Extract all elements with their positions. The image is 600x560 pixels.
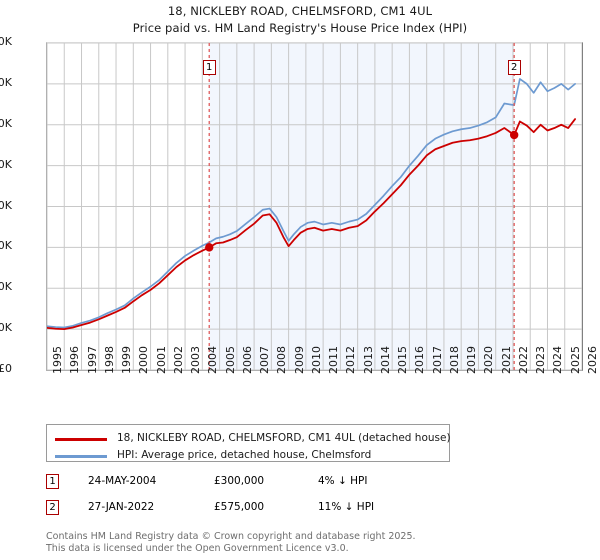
legend-swatch — [55, 438, 107, 441]
row-date: 24-MAY-2004 — [88, 475, 157, 487]
legend-label: HPI: Average price, detached house, Chel… — [117, 449, 372, 461]
row-marker-number: 2 — [46, 500, 59, 515]
x-axis-tick-label: 2024 — [551, 346, 565, 374]
page-title: 18, NICKLEBY ROAD, CHELMSFORD, CM1 4UL — [167, 4, 433, 18]
x-axis-tick-label: 2003 — [189, 346, 203, 374]
x-axis-tick-label: 2006 — [240, 346, 254, 374]
x-axis-tick-label: 2004 — [206, 346, 220, 374]
footer-line-2: This data is licensed under the Open Gov… — [46, 542, 349, 554]
legend-label: 18, NICKLEBY ROAD, CHELMSFORD, CM1 4UL (… — [117, 432, 451, 444]
x-axis-tick-label: 2016 — [413, 346, 427, 374]
x-axis-tick-label: 2002 — [171, 346, 185, 374]
chart-legend: 18, NICKLEBY ROAD, CHELMSFORD, CM1 4UL (… — [46, 424, 451, 462]
plot-area — [46, 42, 583, 371]
x-axis-tick-label: 2009 — [292, 346, 306, 374]
transactions-table: 1 24-MAY-2004 £300,000 4% ↓ HPI 2 27-JAN-2022… — [46, 472, 450, 524]
table-row[interactable]: 1 24-MAY-2004 £300,000 4% ↓ HPI — [46, 472, 450, 498]
x-axis-tick-label: 2005 — [223, 346, 237, 374]
x-axis-tick-label: 2000 — [137, 346, 151, 374]
row-date: 27-JAN-2022 — [88, 501, 155, 513]
x-axis-tick-label: 2026 — [586, 346, 599, 374]
x-axis-tick-label: 2018 — [447, 346, 461, 374]
x-axis-tick-label: 2011 — [327, 346, 341, 374]
legend-swatch — [55, 455, 107, 458]
chart-marker-2[interactable]: 2 — [507, 60, 521, 75]
x-axis-tick-label: 2007 — [258, 346, 272, 374]
row-price: £575,000 — [214, 501, 265, 513]
x-axis-tick-label: 2013 — [361, 346, 375, 374]
table-row[interactable]: 2 27-JAN-2022 £575,000 11% ↓ HPI — [46, 498, 450, 524]
page-subtitle: Price paid vs. HM Land Registry's House … — [132, 21, 468, 35]
x-axis-tick-label: 2010 — [309, 346, 323, 374]
row-price: £300,000 — [214, 475, 265, 487]
x-axis-tick-label: 1998 — [102, 346, 116, 374]
footer-line-1: Contains HM Land Registry data © Crown c… — [46, 531, 416, 542]
x-axis-tick-label: 2019 — [465, 346, 479, 374]
x-axis-tick-label: 2015 — [396, 346, 410, 374]
x-axis-tick-label: 2025 — [568, 346, 582, 374]
row-hpi-delta: 4% ↓ HPI — [318, 475, 368, 487]
row-hpi-delta: 11% ↓ HPI — [318, 501, 375, 513]
x-axis-tick-label: 1995 — [51, 346, 64, 374]
chart-svg — [47, 43, 582, 370]
x-axis-tick-label: 2021 — [499, 346, 513, 374]
x-axis-tick-label: 1996 — [68, 346, 82, 374]
x-axis-tick-label: 1999 — [120, 346, 134, 374]
x-axis-tick-label: 2008 — [275, 346, 289, 374]
x-axis-tick-label: 2017 — [430, 346, 444, 374]
row-marker-number: 1 — [46, 474, 59, 489]
chart-marker-1[interactable]: 1 — [202, 60, 216, 75]
footer-attribution: Contains HM Land Registry data © Crown c… — [46, 531, 416, 554]
x-axis-tick-label: 2014 — [378, 346, 392, 374]
x-axis-tick-label: 2023 — [534, 346, 548, 374]
x-axis-tick-label: 1997 — [85, 346, 99, 374]
x-axis-tick-label: 2001 — [154, 346, 168, 374]
x-axis-tick-label: 2012 — [344, 346, 358, 374]
x-axis-tick-label: 2020 — [482, 346, 496, 374]
x-axis-tick-label: 2022 — [516, 346, 530, 374]
